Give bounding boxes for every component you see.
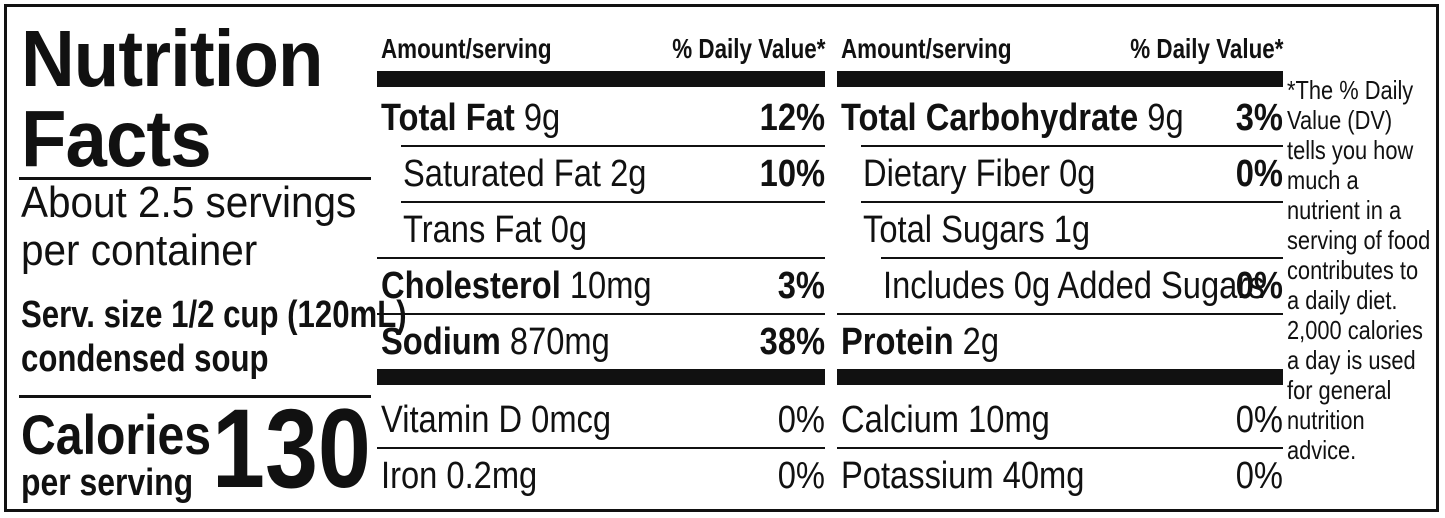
vitamin-name: Calcium 10mg — [841, 399, 1050, 441]
vitamin-row-calcium: Calcium 10mg 0% — [841, 393, 1283, 447]
calories-label: Calories — [21, 403, 212, 466]
title-line-1: Nutrition — [21, 14, 323, 103]
nutrient-name: Total Sugars 1g — [863, 209, 1091, 251]
divider — [861, 201, 1283, 203]
divider — [19, 177, 371, 180]
nutrient-name: Dietary Fiber 0g — [863, 153, 1096, 195]
title-line-2: Facts — [21, 94, 212, 183]
calories-per-serving: per serving — [21, 462, 194, 504]
vitamin-name: Potassium 40mg — [841, 455, 1085, 497]
serving-size-line-1: Serv. size 1/2 cup (120mL) — [21, 294, 407, 336]
footnote-line: contributes to — [1287, 255, 1419, 285]
footnote-line: Value (DV) — [1287, 105, 1393, 135]
daily-value-label: % Daily Value* — [1129, 33, 1283, 64]
footnote-line: for general — [1287, 375, 1392, 405]
servings-line-2: per container — [21, 226, 258, 275]
nutrient-name: Saturated Fat 2g — [403, 153, 647, 195]
column-header: Amount/serving % Daily Value* — [841, 29, 1283, 69]
thick-bar — [837, 71, 1283, 87]
nutrient-name: Total Fat 9g — [381, 97, 561, 139]
vitamin-dv: 0% — [777, 399, 825, 441]
servings-line-1: About 2.5 servings — [21, 178, 357, 227]
daily-value-label: % Daily Value* — [671, 33, 825, 64]
serving-size: Serv. size 1/2 cup (120mL) condensed sou… — [21, 293, 407, 381]
nutrient-dv: 12% — [759, 97, 825, 139]
divider — [377, 257, 825, 259]
divider — [19, 395, 371, 398]
column-header: Amount/serving % Daily Value* — [381, 29, 825, 69]
footnote-line: serving of food — [1287, 225, 1431, 255]
divider — [401, 145, 825, 147]
thick-bar — [377, 71, 825, 87]
nutrient-dv: 0% — [1235, 265, 1283, 307]
amount-per-serving-label: Amount/serving — [381, 33, 552, 64]
divider — [377, 313, 825, 315]
footnote-line: much a — [1287, 165, 1359, 195]
vitamin-row-vitamin-d: Vitamin D 0mcg 0% — [381, 393, 825, 447]
divider — [881, 257, 1283, 259]
thick-bar — [377, 369, 825, 385]
nutrient-row-added-sugars: Includes 0g Added Sugars 0% — [883, 259, 1283, 313]
footnote-line: nutrient in a — [1287, 195, 1402, 225]
footnote-line: tells you how — [1287, 135, 1414, 165]
footnote-line: *The % Daily — [1287, 75, 1414, 105]
serving-size-line-2: condensed soup — [21, 338, 269, 380]
nutrient-row-sodium: Sodium 870mg 38% — [381, 315, 825, 369]
nutrient-row-total-carbohydrate: Total Carbohydrate 9g 3% — [841, 91, 1283, 145]
nutrient-name: Includes 0g Added Sugars — [883, 265, 1265, 307]
nutrition-facts-label: Nutrition Facts About 2.5 servings per c… — [4, 4, 1439, 512]
nutrient-panel-left: Amount/serving % Daily Value* Total Fat … — [377, 7, 825, 509]
vitamin-dv: 0% — [1235, 455, 1283, 497]
vitamin-dv: 0% — [777, 455, 825, 497]
nutrient-dv: 38% — [759, 321, 825, 363]
footnote-line: 2,000 calories — [1287, 315, 1423, 345]
nutrient-row-dietary-fiber: Dietary Fiber 0g 0% — [863, 147, 1283, 201]
nutrient-dv: 3% — [1235, 97, 1283, 139]
nutrient-row-trans-fat: Trans Fat 0g — [403, 203, 825, 257]
vitamin-dv: 0% — [1235, 399, 1283, 441]
divider — [377, 447, 825, 449]
footnote-line: a daily diet. — [1287, 285, 1398, 315]
label-title: Nutrition Facts — [21, 19, 323, 179]
divider — [837, 313, 1283, 315]
label-header-column: Nutrition Facts About 2.5 servings per c… — [19, 7, 407, 511]
vitamin-row-potassium: Potassium 40mg 0% — [841, 449, 1283, 503]
nutrient-dv: 10% — [759, 153, 825, 195]
servings-per-container: About 2.5 servings per container — [21, 179, 356, 275]
nutrient-row-total-sugars: Total Sugars 1g — [863, 203, 1283, 257]
nutrient-row-cholesterol: Cholesterol 10mg 3% — [381, 259, 825, 313]
calories-value: 130 — [212, 386, 371, 511]
nutrient-name: Cholesterol 10mg — [381, 265, 652, 307]
nutrient-dv: 3% — [777, 265, 825, 307]
footnote-line: a day is used — [1287, 345, 1416, 375]
divider — [861, 145, 1283, 147]
thick-bar — [837, 369, 1283, 385]
nutrient-row-saturated-fat: Saturated Fat 2g 10% — [403, 147, 825, 201]
footnote-line: nutrition — [1287, 405, 1365, 435]
divider — [401, 201, 825, 203]
nutrient-panel-right: Amount/serving % Daily Value* Total Carb… — [837, 7, 1283, 509]
nutrient-dv: 0% — [1235, 153, 1283, 195]
amount-per-serving-label: Amount/serving — [841, 33, 1012, 64]
footnote-line: advice. — [1287, 435, 1357, 465]
daily-value-footnote: *The % Daily Value (DV) tells you how mu… — [1287, 75, 1431, 465]
nutrient-name: Sodium 870mg — [381, 321, 610, 363]
divider — [837, 447, 1283, 449]
nutrient-row-protein: Protein 2g — [841, 315, 1283, 369]
vitamin-row-iron: Iron 0.2mg 0% — [381, 449, 825, 503]
vitamin-name: Vitamin D 0mcg — [381, 399, 612, 441]
nutrient-row-total-fat: Total Fat 9g 12% — [381, 91, 825, 145]
nutrient-name: Total Carbohydrate 9g — [841, 97, 1184, 139]
vitamin-name: Iron 0.2mg — [381, 455, 538, 497]
nutrient-name: Protein 2g — [841, 321, 1000, 363]
nutrient-name: Trans Fat 0g — [403, 209, 588, 251]
